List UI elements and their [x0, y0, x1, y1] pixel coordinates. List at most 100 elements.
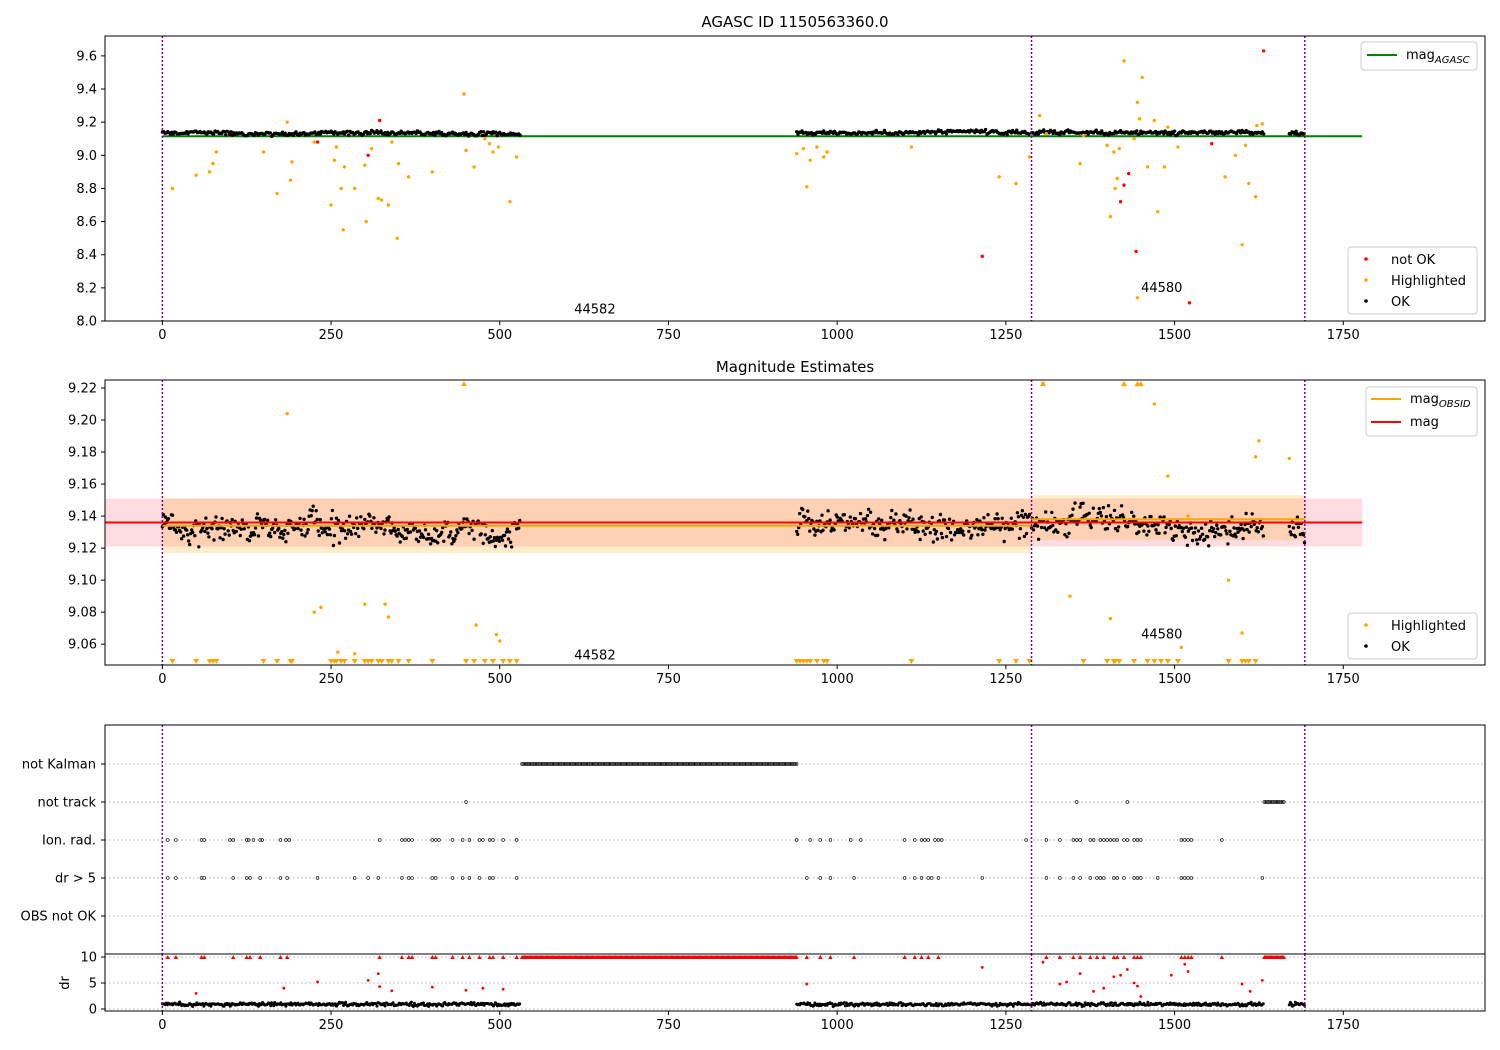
not-ok-point — [1126, 171, 1131, 176]
flag-marker — [376, 876, 381, 880]
ok-point — [1009, 516, 1013, 520]
ok-point — [1002, 539, 1006, 544]
dr-xtick-label: 250 — [319, 1018, 344, 1033]
ok-point — [1154, 129, 1158, 134]
flag-marker — [764, 762, 768, 766]
ok-point — [479, 532, 483, 536]
ok-point — [1010, 527, 1014, 531]
flag-marker — [704, 762, 709, 766]
ok-point — [316, 529, 320, 533]
dr-capped-marker — [794, 955, 799, 959]
ok-point — [1047, 131, 1051, 135]
flag-marker — [788, 762, 793, 766]
ok-point — [1024, 531, 1029, 536]
flag-marker — [1277, 800, 1281, 804]
ok-point — [868, 510, 873, 514]
flag-marker — [753, 762, 757, 766]
dr-capped-marker — [244, 955, 249, 959]
agasc-ytick-label: 8.8 — [76, 182, 97, 197]
ok-point — [982, 516, 986, 520]
ok-point — [1296, 525, 1301, 529]
ok-point — [1018, 527, 1023, 531]
ok-point — [336, 518, 341, 523]
ok-point — [404, 536, 408, 540]
agasc-xtick-label: 750 — [656, 328, 681, 343]
ok-point — [1193, 526, 1198, 530]
ok-point — [278, 535, 282, 539]
flag-marker — [679, 762, 683, 766]
flag-marker — [666, 762, 670, 766]
flag-marker — [606, 762, 610, 766]
flag-marker — [690, 762, 694, 766]
ok-point — [896, 529, 900, 534]
ok-point — [806, 509, 810, 513]
ok-point — [976, 533, 980, 537]
ok-point — [995, 512, 999, 516]
flag-marker — [805, 876, 809, 880]
flag-marker — [828, 838, 833, 842]
ok-point — [832, 528, 836, 532]
ok-point — [1223, 525, 1227, 529]
mag-est-ytick-label: 9.08 — [68, 606, 97, 621]
flag-marker — [589, 762, 593, 766]
ok-point — [863, 517, 868, 521]
ok-point — [904, 514, 908, 518]
flag-marker — [574, 762, 579, 766]
flag-marker — [649, 762, 653, 766]
ok-point — [1228, 529, 1232, 533]
flag-marker — [734, 762, 738, 766]
dr-ok-point — [209, 1004, 213, 1008]
flag-marker — [487, 876, 492, 880]
flag-marker — [933, 838, 937, 842]
flag-marker — [202, 876, 206, 880]
flag-marker — [782, 762, 787, 766]
flag-marker — [526, 762, 530, 766]
highlighted-point — [1105, 143, 1109, 148]
ok-point — [337, 541, 342, 545]
ok-point — [881, 131, 885, 135]
highlighted-point — [395, 236, 399, 240]
flag-marker — [617, 762, 621, 766]
dr-capped-marker — [1057, 955, 1063, 959]
ok-point — [1261, 534, 1266, 538]
highlighted-point — [319, 605, 323, 610]
ok-point — [1173, 524, 1178, 528]
highlighted-point — [312, 140, 316, 144]
flag-marker — [673, 762, 677, 766]
flag-marker — [729, 762, 733, 766]
ok-point — [318, 518, 322, 522]
dr-capped-marker — [487, 955, 492, 959]
flag-marker — [621, 762, 625, 766]
ok-point — [345, 129, 349, 133]
ok-point — [939, 531, 944, 536]
ok-point — [981, 532, 985, 536]
highlighted-point — [508, 199, 512, 204]
flag-marker — [936, 838, 941, 842]
flag-marker — [926, 876, 930, 880]
flag-marker — [228, 838, 232, 842]
dr-capped-marker — [460, 955, 465, 959]
dr-capped-marker — [377, 955, 382, 959]
flag-marker — [1183, 876, 1187, 880]
flag-marker — [765, 762, 770, 766]
ok-point — [405, 527, 409, 532]
flag-marker — [1183, 838, 1187, 842]
highlighted-below-marker — [824, 659, 831, 664]
ok-point — [1214, 530, 1218, 535]
ok-point — [1234, 535, 1238, 539]
ok-point — [441, 525, 445, 530]
ok-point — [1185, 543, 1190, 547]
ok-point — [1225, 532, 1229, 536]
ok-point — [962, 533, 966, 537]
highlighted-point — [1179, 645, 1184, 650]
ok-point — [467, 531, 471, 536]
ok-point — [362, 527, 366, 531]
highlighted-point — [1132, 137, 1136, 141]
flag-marker — [919, 876, 924, 880]
dr-ok-point — [269, 1004, 273, 1008]
flag-marker — [1044, 876, 1049, 880]
ok-point — [1233, 532, 1237, 536]
ok-point — [983, 528, 987, 532]
highlighted-below-marker — [1164, 659, 1171, 664]
ok-point — [795, 529, 799, 534]
